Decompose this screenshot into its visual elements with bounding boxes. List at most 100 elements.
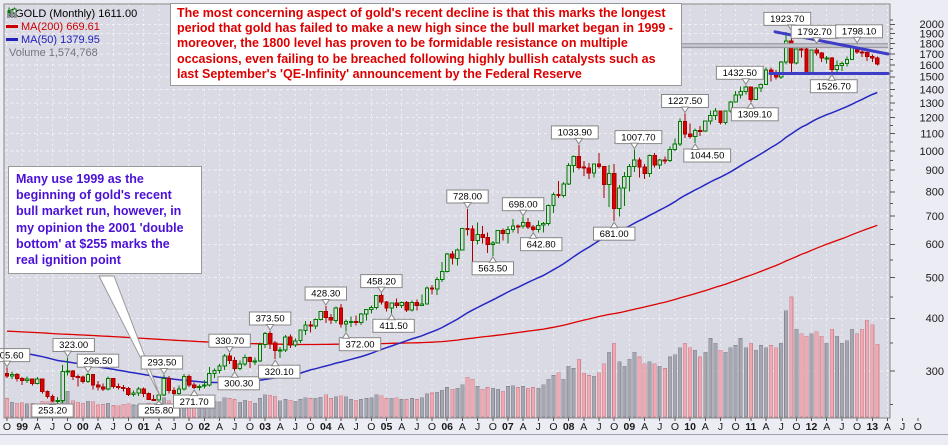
ma200-line-swatch <box>6 25 18 28</box>
x-tick-label: J <box>171 421 176 433</box>
y-tick-label: 1000 <box>920 146 944 158</box>
y-tick-label: 800 <box>926 187 944 199</box>
x-tick-label: O <box>792 421 800 433</box>
price-label: 728.00 <box>453 192 482 203</box>
price-label: 330.70 <box>215 336 244 347</box>
x-tick-label: A <box>459 421 466 433</box>
x-tick-label: O <box>64 421 72 433</box>
x-tick-label: O <box>367 421 375 433</box>
y-tick-label: 1600 <box>920 60 944 72</box>
x-tick-label: J <box>657 421 662 433</box>
x-tick-label: O <box>428 421 436 433</box>
price-label: 1227.50 <box>668 96 702 107</box>
x-tick-label: 10 <box>684 421 696 433</box>
y-tick-label: 900 <box>926 165 944 177</box>
symbol-label: $GOLD (Monthly) 1611.00 <box>9 7 138 20</box>
price-label: 642.80 <box>527 239 556 250</box>
x-tick-label: O <box>914 421 922 433</box>
volume-bars <box>5 296 880 418</box>
red-annotation-note: The most concerning aspect of gold's rec… <box>170 3 682 87</box>
x-tick-label: J <box>718 421 723 433</box>
x-tick-label: J <box>293 421 298 433</box>
y-tick-label: 600 <box>926 239 944 251</box>
x-tick-label: O <box>246 421 254 433</box>
x-tick-label: O <box>610 421 618 433</box>
x-tick-label: O <box>185 421 193 433</box>
price-label: 411.50 <box>379 321 407 332</box>
price-label: 305.60 <box>0 350 24 361</box>
x-tick-label: A <box>155 421 162 433</box>
price-label: 1792.70 <box>797 27 831 38</box>
ma50-label: MA(50) 1379.95 <box>21 33 100 46</box>
x-tick-label: 08 <box>563 421 575 433</box>
legend-ma200-row: MA(200) 669.61 <box>6 20 137 33</box>
y-tick-label: 300 <box>926 366 944 378</box>
y-tick-label: 1300 <box>920 98 944 110</box>
x-tick-label: O <box>549 421 557 433</box>
y-tick-label: 400 <box>926 313 944 325</box>
chart-legend: $GOLD (Monthly) 1611.00 MA(200) 669.61 M… <box>6 7 137 59</box>
y-tick-label: 500 <box>926 273 944 285</box>
y-tick-label: 1200 <box>920 113 944 125</box>
x-tick-label: 09 <box>624 421 636 433</box>
price-label: 323.00 <box>59 340 88 351</box>
volume-label: Volume 1,574,768 <box>9 46 98 59</box>
y-tick-label: 1800 <box>920 38 944 50</box>
x-tick-label: J <box>536 421 541 433</box>
price-label: 1432.50 <box>723 68 757 79</box>
x-tick-label: O <box>3 421 11 433</box>
x-tick-label: J <box>596 421 601 433</box>
x-tick-label: J <box>414 421 419 433</box>
x-tick-label: A <box>95 421 102 433</box>
y-tick-label: 1100 <box>920 128 944 140</box>
x-tick-label: J <box>353 421 358 433</box>
y-tick-label: 1400 <box>920 84 944 96</box>
y-tick-label: 1700 <box>920 49 944 61</box>
purple-annotation-note: Many use 1999 as the beginning of gold's… <box>8 166 202 275</box>
legend-ma50-row: MA(50) 1379.95 <box>6 33 137 46</box>
price-label: 300.30 <box>224 379 253 390</box>
legend-symbol-row: $GOLD (Monthly) 1611.00 <box>6 7 137 20</box>
price-label: 698.00 <box>509 199 538 210</box>
x-tick-label: A <box>34 421 41 433</box>
x-tick-label: A <box>216 421 223 433</box>
x-tick-label: 05 <box>381 421 393 433</box>
x-tick-label: J <box>839 421 844 433</box>
price-label: 372.00 <box>345 339 374 350</box>
x-axis: O 99 A J O 00 A J O 01 A J O 02 A J O 03 A J O 04 A J O 05 A J O 06 A J… <box>3 418 922 433</box>
x-tick-label: 01 <box>138 421 150 433</box>
y-tick-label: 1900 <box>920 29 944 41</box>
x-tick-label: 13 <box>866 421 878 433</box>
legend-volume-row: Volume 1,574,768 <box>6 10 137 59</box>
x-tick-label: A <box>277 421 284 433</box>
price-label: 320.10 <box>265 367 294 378</box>
x-tick-label: J <box>232 421 237 433</box>
x-tick-label: 07 <box>502 421 514 433</box>
x-tick-label: 02 <box>198 421 210 433</box>
y-tick-label: 700 <box>926 211 944 223</box>
x-tick-label: A <box>520 421 527 433</box>
price-label: 1044.50 <box>690 151 724 162</box>
x-tick-label: 12 <box>806 421 818 433</box>
price-label: 1798.10 <box>842 27 876 38</box>
price-label: 563.50 <box>478 264 507 275</box>
y-tick-label: 2000 <box>920 19 944 31</box>
price-label: 1007.70 <box>621 132 655 143</box>
price-label: 458.20 <box>367 276 396 287</box>
x-tick-label: J <box>779 421 784 433</box>
x-tick-label: A <box>702 421 709 433</box>
x-tick-label: 00 <box>77 421 89 433</box>
ma50-line-swatch <box>6 38 18 41</box>
x-tick-label: 03 <box>259 421 271 433</box>
price-label: 255.80 <box>144 406 173 417</box>
x-tick-label: O <box>124 421 132 433</box>
x-tick-label: A <box>641 421 648 433</box>
price-label: 1033.90 <box>558 128 592 139</box>
x-tick-label: O <box>307 421 315 433</box>
price-label: 296.50 <box>83 356 112 367</box>
y-axis: 300 400 500 600 700 800 900 1000 1100 1200 1300 140… <box>890 19 944 405</box>
x-tick-label: A <box>337 421 344 433</box>
price-labels: 305.60 253.20 323.00 296.50 255.80 293.50 271.… <box>0 11 884 418</box>
x-tick-label: 04 <box>320 421 332 433</box>
